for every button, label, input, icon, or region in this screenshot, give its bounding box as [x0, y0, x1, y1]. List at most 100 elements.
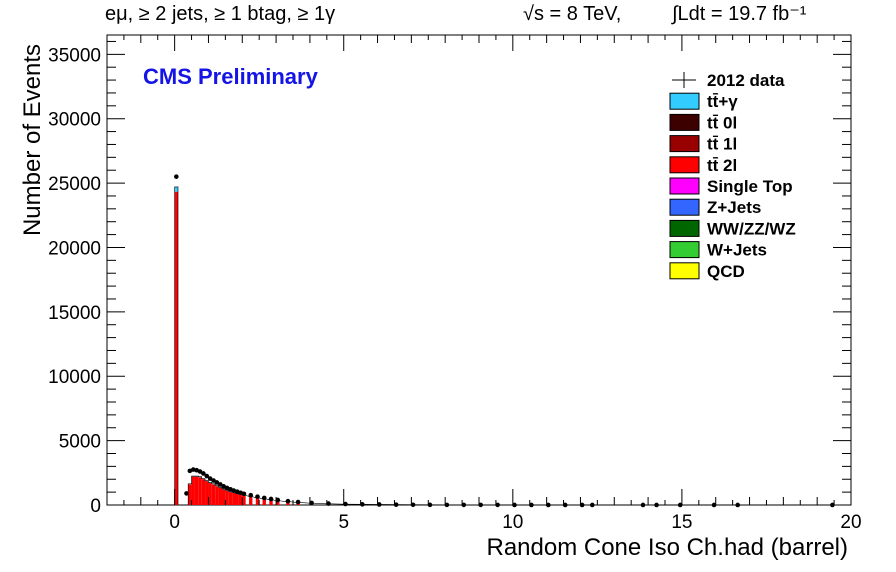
data-point	[261, 495, 267, 501]
mc-bar	[215, 485, 219, 505]
legend-label: Z+Jets	[707, 198, 761, 217]
mc-bar	[221, 489, 226, 505]
legend-label: W+Jets	[707, 241, 767, 260]
data-point	[444, 502, 450, 508]
legend-label: tt̄+γ	[707, 92, 738, 111]
data-point	[410, 502, 416, 508]
mc-bar	[228, 491, 233, 505]
data-point	[174, 174, 179, 179]
mc-outline	[174, 186, 517, 506]
legend-swatch	[669, 177, 700, 195]
data-point	[546, 502, 551, 508]
y-tick-label: 10000	[48, 367, 101, 388]
data-point	[461, 502, 467, 508]
data-point	[579, 502, 585, 508]
data-point	[201, 471, 206, 476]
data-point	[241, 491, 247, 497]
data-point	[255, 494, 260, 499]
legend-label: tt̄ 2l	[707, 156, 737, 175]
data-point	[360, 502, 365, 507]
data-point	[197, 469, 203, 474]
data-point	[589, 502, 595, 508]
x-tick-label: 15	[671, 512, 692, 533]
data-point	[275, 497, 281, 503]
data-point	[830, 502, 835, 508]
energy-label: √s = 8 TeV,	[523, 3, 621, 25]
lumi-label: ∫Ldt = 19.7 fb⁻¹	[671, 3, 807, 25]
data-point	[268, 496, 274, 502]
legend-swatch	[669, 135, 700, 153]
chart-title: CMS Preliminary	[143, 64, 319, 89]
mc-bar	[225, 490, 229, 505]
legend-swatch	[669, 241, 700, 259]
x-tick-label: 10	[502, 512, 523, 533]
data-point	[343, 501, 348, 507]
legend: 2012 data tt̄+γ tt̄ 0l tt̄ 1l tt̄ 2l Single T…	[669, 71, 796, 281]
data-point	[217, 482, 223, 487]
legend-swatch	[669, 262, 700, 280]
data-point	[677, 502, 683, 508]
data-point	[207, 476, 213, 481]
legend-label: QCD	[707, 262, 745, 281]
mc-bar	[198, 477, 202, 505]
legend-swatch	[669, 113, 700, 131]
data-point	[285, 498, 291, 504]
data-point	[184, 491, 189, 496]
mc-bar	[191, 476, 195, 505]
mc-bar	[201, 478, 206, 505]
mc-bar	[255, 497, 260, 505]
y-tick-label: 5000	[59, 432, 101, 453]
mc-bar	[232, 492, 236, 505]
data-point	[478, 502, 483, 508]
data-point	[529, 502, 534, 508]
x-axis: 0 5 10 15 20	[106, 35, 862, 533]
legend-swatch	[669, 156, 700, 174]
legend-label: Single Top	[707, 177, 793, 196]
mc-bar	[218, 487, 222, 505]
legend-swatch	[669, 219, 700, 237]
y-tick-label: 20000	[48, 238, 101, 259]
mc-bar	[249, 496, 253, 505]
data-point	[326, 501, 331, 506]
x-tick-label: 0	[169, 512, 180, 533]
chart-header: eμ, ≥ 2 jets, ≥ 1 btag, ≥ 1γ √s = 8 TeV,…	[105, 3, 807, 25]
y-axis-title: Number of Events	[19, 44, 46, 236]
mc-bar-cap	[201, 478, 206, 480]
mc-bar	[211, 484, 216, 505]
data-point	[512, 502, 517, 508]
data-point	[309, 500, 314, 506]
data-point	[376, 502, 382, 507]
legend-label-data: 2012 data	[707, 71, 785, 90]
mc-bar	[238, 494, 243, 505]
legend-label: tt̄ 0l	[707, 113, 737, 132]
data-point	[711, 502, 717, 508]
y-tick-label: 0	[90, 496, 101, 517]
mc-bar	[269, 499, 273, 505]
data-point	[214, 480, 220, 485]
y-tick-label: 35000	[48, 45, 101, 66]
x-tick-label: 5	[338, 512, 349, 533]
data-point	[640, 502, 646, 508]
data-point	[495, 502, 500, 508]
data-point	[248, 492, 254, 498]
mc-bar	[205, 480, 209, 505]
data-point	[427, 502, 433, 508]
data-point	[211, 478, 216, 483]
y-tick-label: 30000	[48, 110, 101, 131]
legend-label: tt̄ 1l	[707, 135, 737, 154]
selection-label: eμ, ≥ 2 jets, ≥ 1 btag, ≥ 1γ	[105, 3, 335, 25]
legend-label: WW/ZZ/WZ	[707, 219, 796, 238]
x-axis-title: Random Cone Iso Ch.had (barrel)	[486, 534, 848, 561]
mc-bar	[242, 495, 246, 505]
mc-bar-cap	[218, 487, 222, 488]
mc-bar-cap	[228, 491, 233, 493]
mc-bar-cap	[198, 476, 202, 478]
legend-swatch	[669, 198, 700, 216]
mc-bar	[174, 191, 179, 505]
data-point	[562, 502, 568, 508]
data-point	[654, 502, 659, 508]
mc-bar	[276, 500, 280, 505]
legend-swatch	[669, 92, 700, 110]
mc-bar	[194, 476, 199, 505]
